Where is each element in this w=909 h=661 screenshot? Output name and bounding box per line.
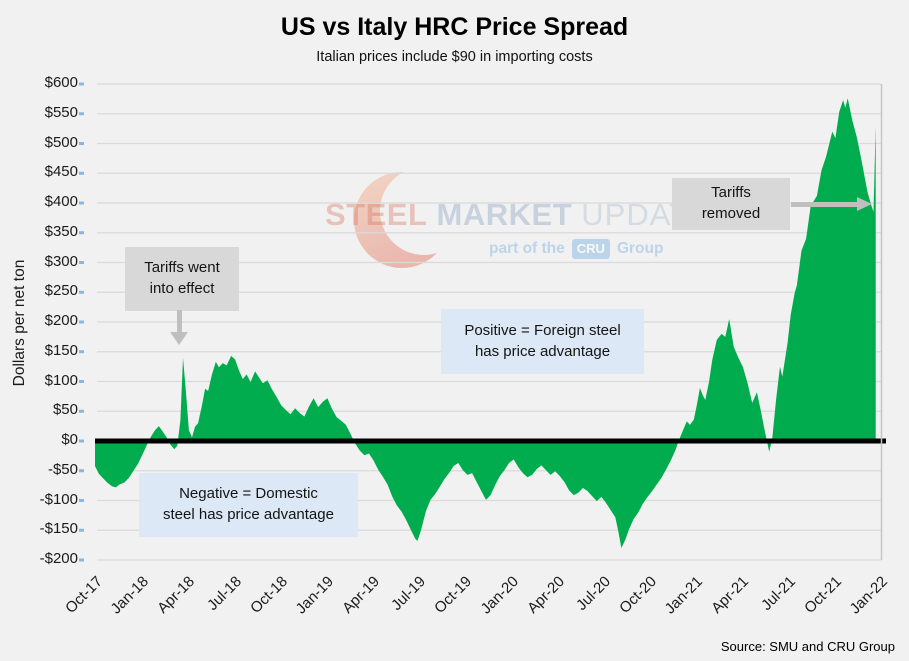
zero-baseline	[95, 438, 886, 444]
tariffs-effect-arrow-shaft	[177, 310, 182, 333]
annotation-line: Tariffs	[711, 184, 751, 202]
annotation-line: Tariffs went	[144, 259, 220, 277]
annotation-line: Positive = Foreign steel	[464, 321, 621, 339]
tariffs-removed-arrow-shaft	[791, 202, 858, 207]
y-axis-tick	[79, 82, 84, 86]
chart-subtitle: Italian prices include $90 in importing …	[316, 49, 593, 65]
y-axis-tick	[79, 320, 84, 324]
annotation-tariffs-removed: Tariffs removed	[672, 178, 790, 230]
annotation-line: has price advantage	[474, 342, 611, 360]
y-axis-tick	[79, 350, 84, 354]
annotation-line: removed	[701, 205, 761, 222]
y-axis-tick	[79, 409, 84, 413]
y-axis-tick	[79, 290, 84, 294]
y-axis-tick	[79, 380, 84, 383]
annotation-positive-note: Positive = Foreign steel has price advan…	[441, 309, 644, 374]
y-axis-tick	[79, 201, 84, 205]
annotation-line: steel has price advantage	[163, 506, 334, 523]
annotation-tariffs-went-into-effect: Tariffs went into effect	[125, 247, 239, 311]
y-axis-tick	[79, 142, 84, 145]
y-axis-tick	[79, 499, 84, 502]
tariffs-effect-arrow-head-icon	[170, 332, 188, 345]
price-spread-area-series	[95, 98, 876, 549]
y-axis-tick	[79, 469, 84, 473]
y-axis-tick	[79, 261, 84, 264]
y-axis-tick	[79, 439, 84, 443]
annotation-negative-note: Negative = Domestic steel has price adva…	[139, 473, 358, 537]
y-axis-tick	[79, 558, 84, 562]
source-credit: Source: SMU and CRU Group	[720, 639, 895, 654]
annotation-line: Negative = Domestic	[179, 485, 318, 503]
y-axis-tick	[79, 528, 84, 532]
annotation-line: into effect	[149, 280, 215, 297]
y-axis-tick	[79, 231, 84, 235]
y-axis-tick	[79, 112, 84, 116]
y-axis-tick	[79, 171, 84, 175]
chart-title: US vs Italy HRC Price Spread	[280, 13, 629, 41]
tariffs-removed-arrow-head-icon	[857, 197, 872, 211]
